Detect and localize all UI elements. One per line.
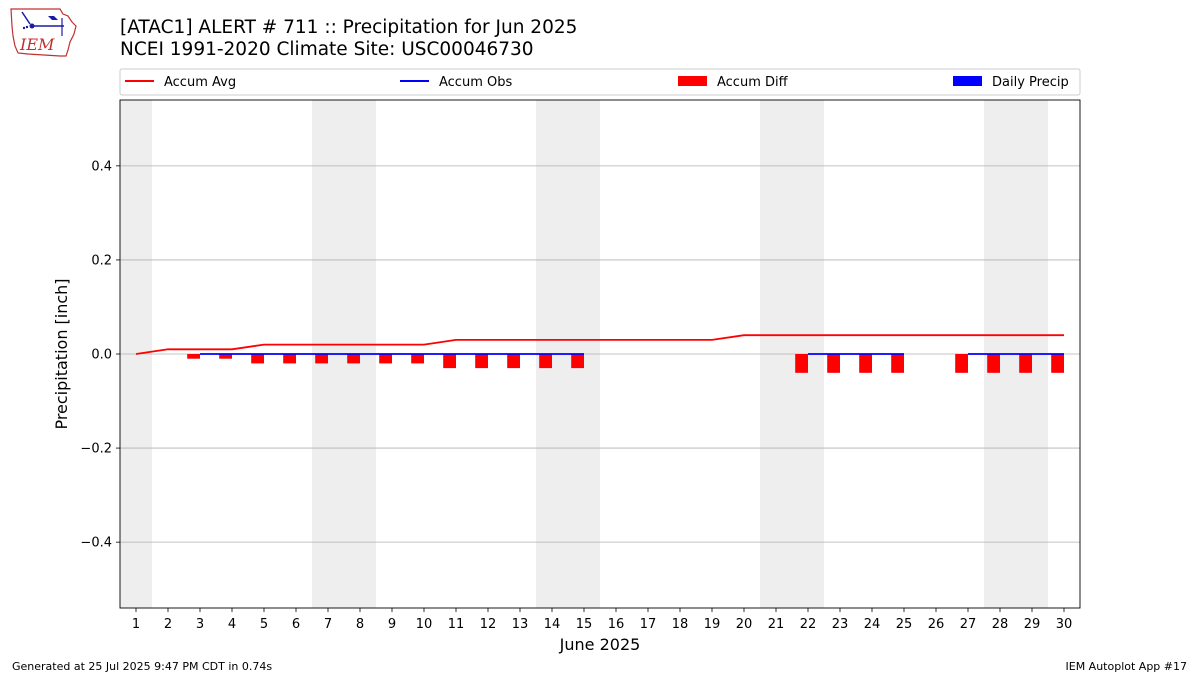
accum-diff-bar xyxy=(955,354,968,373)
generated-footer: Generated at 25 Jul 2025 9:47 PM CDT in … xyxy=(12,660,273,673)
x-tick-label: 10 xyxy=(416,617,433,632)
x-tick-label: 9 xyxy=(388,617,396,632)
accum-diff-bar xyxy=(859,354,872,373)
y-axis-label: Precipitation [inch] xyxy=(52,278,71,429)
x-tick-label: 12 xyxy=(480,617,497,632)
x-tick-label: 30 xyxy=(1056,617,1073,632)
accum-diff-bar xyxy=(795,354,808,373)
accum-diff-bar xyxy=(1051,354,1064,373)
accum-diff-bar xyxy=(219,354,232,359)
x-tick-label: 2 xyxy=(164,617,172,632)
x-tick-label: 8 xyxy=(356,617,364,632)
x-tick-label: 24 xyxy=(864,617,881,632)
x-tick-label: 29 xyxy=(1024,617,1041,632)
y-tick-label: −0.2 xyxy=(80,442,112,457)
x-tick-label: 18 xyxy=(672,617,689,632)
x-tick-label: 22 xyxy=(800,617,817,632)
x-tick-label: 17 xyxy=(640,617,657,632)
accum-diff-bar xyxy=(475,354,488,369)
accum-diff-bar xyxy=(187,354,200,359)
accum-diff-bar xyxy=(347,354,360,364)
x-tick-label: 4 xyxy=(228,617,236,632)
legend-label: Accum Avg xyxy=(164,75,236,90)
accum-diff-bar xyxy=(827,354,840,373)
accum-diff-bar xyxy=(507,354,520,369)
y-tick-label: −0.4 xyxy=(80,536,112,551)
y-tick-label: 0.0 xyxy=(91,348,112,363)
x-tick-label: 7 xyxy=(324,617,332,632)
accum-diff-bar xyxy=(539,354,552,369)
legend-label: Accum Diff xyxy=(717,75,789,90)
x-tick-label: 5 xyxy=(260,617,268,632)
legend-label: Accum Obs xyxy=(439,75,512,90)
x-tick-label: 14 xyxy=(544,617,561,632)
accum-diff-bar xyxy=(443,354,456,369)
x-axis-label: June 2025 xyxy=(559,635,641,654)
x-tick-label: 20 xyxy=(736,617,753,632)
chart-subtitle: NCEI 1991-2020 Climate Site: USC00046730 xyxy=(120,39,534,60)
accum-avg-line xyxy=(135,334,1064,355)
x-tick-label: 16 xyxy=(608,617,625,632)
x-tick-label: 21 xyxy=(768,617,785,632)
x-tick-label: 6 xyxy=(292,617,300,632)
legend-label: Daily Precip xyxy=(992,75,1069,90)
iem-logo: IEM xyxy=(10,8,77,57)
accum-diff-bar xyxy=(283,354,296,364)
y-tick-label: 0.2 xyxy=(91,253,112,268)
legend-swatch-bar xyxy=(953,76,982,86)
x-tick-label: 3 xyxy=(196,617,204,632)
accum-diff-bar xyxy=(987,354,1000,373)
chart-title: [ATAC1] ALERT # 711 :: Precipitation for… xyxy=(120,17,578,38)
accum-diff-bar xyxy=(315,354,328,364)
x-tick-label: 23 xyxy=(832,617,849,632)
y-tick-label: 0.4 xyxy=(91,159,112,174)
x-tick-label: 1 xyxy=(132,617,140,632)
accum-diff-bar xyxy=(251,354,264,364)
legend-swatch-bar xyxy=(678,76,707,86)
x-tick-label: 13 xyxy=(512,617,529,632)
legend-box xyxy=(119,68,1081,96)
x-tick-label: 27 xyxy=(960,617,977,632)
x-tick-label: 19 xyxy=(704,617,721,632)
x-tick-label: 25 xyxy=(896,617,913,632)
x-tick-label: 11 xyxy=(448,617,465,632)
accum-diff-bar xyxy=(891,354,904,373)
accum-diff-bar xyxy=(571,354,584,369)
x-tick-label: 28 xyxy=(992,617,1009,632)
accum-diff-bar xyxy=(1019,354,1032,373)
logo-text: IEM xyxy=(19,35,55,54)
accum-diff-bar xyxy=(411,354,424,364)
x-tick-label: 15 xyxy=(576,617,593,632)
plot-frame xyxy=(119,99,1081,609)
x-tick-label: 26 xyxy=(928,617,945,632)
app-footer: IEM Autoplot App #17 xyxy=(1065,660,1188,673)
accum-diff-bar xyxy=(379,354,392,364)
